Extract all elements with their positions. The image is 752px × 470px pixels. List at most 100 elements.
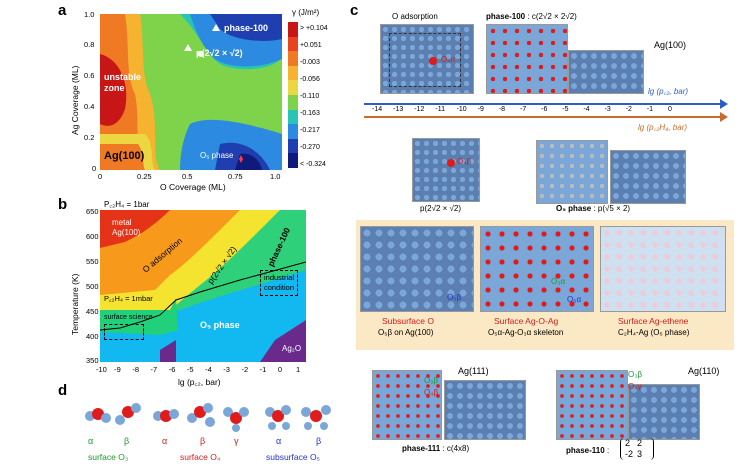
phase100-marker-icon [212, 24, 220, 31]
c-phase110-cell: : [606, 446, 610, 455]
c-matrix-1: 2 [637, 438, 643, 448]
c-axis2-arrow-icon [720, 112, 728, 122]
c-o5a-label: O₅α [567, 295, 582, 304]
c-axis-ticks: -14 -13 -12 -11 -10 -9 -8 -7 -6 -5 -4 -3 -2 -1 0 [372, 106, 672, 116]
c-p22-caption: p(2√2 × √2) [420, 204, 462, 213]
panel-b-xlabel: lg (p꜀₂, bar) [178, 377, 221, 387]
region-ag100: Ag(100) [104, 150, 145, 162]
a-xtick-2: 0.5 [182, 172, 193, 181]
o4-alpha-icon [153, 409, 179, 422]
b-ytick-1: 600 [86, 232, 99, 241]
c-axis-tick: -10 [456, 106, 467, 113]
colorbar-label: -0.217 [300, 127, 320, 134]
p22-marker-icon [184, 44, 192, 51]
d-greek-5: α [276, 436, 282, 446]
colorbar-label: > +0.104 [300, 25, 328, 32]
b-ytick-2: 550 [86, 257, 99, 266]
colorbar-swatch [288, 22, 298, 37]
panel-a-xlabel: O Coverage (ML) [160, 182, 226, 192]
panel-c-label: c [350, 2, 359, 19]
c-subsurface-image: O₅β [360, 226, 474, 312]
panel-b-ylabel: Temperature (K) [70, 273, 80, 335]
panel-a-label: a [58, 2, 67, 19]
c-axis-tick: -2 [625, 106, 632, 113]
colorbar-swatch [288, 109, 298, 125]
region-p22: p(2√2 × √2) [196, 48, 243, 58]
oxygen-atom-icon [429, 57, 437, 65]
c-o4b-p22: O₄β [457, 157, 472, 166]
b-xtick: -2 [241, 365, 249, 374]
d-greek-1: β [124, 436, 130, 446]
c-oads-image: O₄α [380, 24, 474, 94]
b-xtick: -4 [205, 365, 212, 374]
a-xtick-4: 1.0 [270, 172, 281, 181]
c-axis-tick: -6 [541, 106, 548, 113]
c-axis-tick: -3 [604, 106, 611, 113]
b-region-industrial: industrial condition [260, 270, 298, 296]
c-phase100-image [486, 24, 568, 94]
panel-a-ylabel: Ag Coverage (ML) [70, 65, 80, 135]
c-o5b-label: O₅β [447, 293, 462, 302]
c-axis2 [364, 116, 724, 118]
c-oads-box [389, 33, 461, 87]
panel-d-label: d [58, 382, 68, 399]
c-axis-tick: -7 [520, 106, 527, 113]
b-xtick: -10 [96, 365, 107, 374]
b-xtick: 1 [296, 365, 301, 374]
colorbar-swatch [288, 51, 298, 66]
c-o4b-111: O₄β [424, 388, 439, 397]
c-phase100-cell: : c(2√2 × 2√2) [527, 12, 577, 21]
colorbar-swatch [288, 65, 298, 81]
b-ytick-6: 350 [86, 356, 99, 365]
c-phase110-caption: phase-110 : [566, 446, 609, 455]
c-matrix-2: -2 [625, 449, 634, 459]
c-o3b-111: O₃β [424, 376, 439, 385]
c-o3b-110: O₃β [628, 370, 643, 379]
colorbar-label: -0.163 [300, 110, 320, 117]
o4-gamma-icon [223, 407, 249, 432]
c-o5-side-image [610, 150, 686, 204]
c-axis-tick: -12 [414, 106, 425, 113]
c-axis-tick: -11 [435, 106, 446, 113]
c-axis-tick: -14 [372, 106, 383, 113]
c-o5-caption: O₅ phase : p(√5 × 2) [556, 204, 630, 213]
colorbar-title: γ (J/m²) [292, 8, 320, 17]
c-oads-label: O adsorption [392, 12, 438, 21]
c-axis-tick: -13 [393, 106, 404, 113]
b-xtick: -8 [132, 365, 140, 374]
c-ag111-image [372, 370, 442, 440]
oxygen-atom-icon [447, 159, 455, 167]
c-ag110-label: Ag(110) [688, 366, 720, 376]
b-region-o5: O₅ phase [200, 320, 240, 330]
b-ytick-4: 450 [86, 307, 99, 316]
a-ytick-0: 1.0 [84, 10, 95, 19]
c-sub-o-sub: O₅β on Ag(100) [378, 328, 434, 337]
o4-beta-icon [187, 403, 215, 427]
b-mid-note: P꜀₂H₄ = 1mbar [104, 294, 153, 303]
colorbar-swatch [288, 153, 298, 168]
d-greek-2: α [162, 436, 168, 446]
b-region-surface: surface science [104, 314, 153, 321]
panel-b-label: b [58, 196, 68, 213]
c-axis-tick: -4 [583, 106, 590, 113]
c-surf-ago: Surface Ag-O-Ag [494, 316, 559, 326]
c-o5-image [536, 140, 608, 204]
c-axis-tick: -8 [498, 106, 506, 113]
a-ytick-2: 0.6 [84, 71, 95, 80]
c-phase100-title: phase-100 : c(2√2 × 2√2) [486, 12, 577, 21]
colorbar-swatch [288, 36, 298, 52]
d-greek-6: β [316, 436, 322, 446]
c-o4g-110: O₄γ [628, 382, 642, 391]
b-xtick: -5 [186, 365, 194, 374]
d-greek-4: γ [234, 436, 239, 446]
c-phase111-name: phase-111 [402, 444, 441, 453]
c-o5-name: O₅ phase [556, 204, 592, 213]
b-xtick: -1 [259, 365, 267, 374]
c-axis2-label: lg (p꜀₂H₄, bar) [638, 123, 688, 132]
d-greek-3: β [200, 436, 206, 446]
heatmap-a-svg [100, 14, 282, 170]
c-axis1-arrow-icon [720, 99, 728, 109]
colorbar-label: +0.051 [300, 42, 322, 49]
b-xtick: -9 [114, 365, 121, 374]
o3-beta-icon [115, 403, 141, 425]
